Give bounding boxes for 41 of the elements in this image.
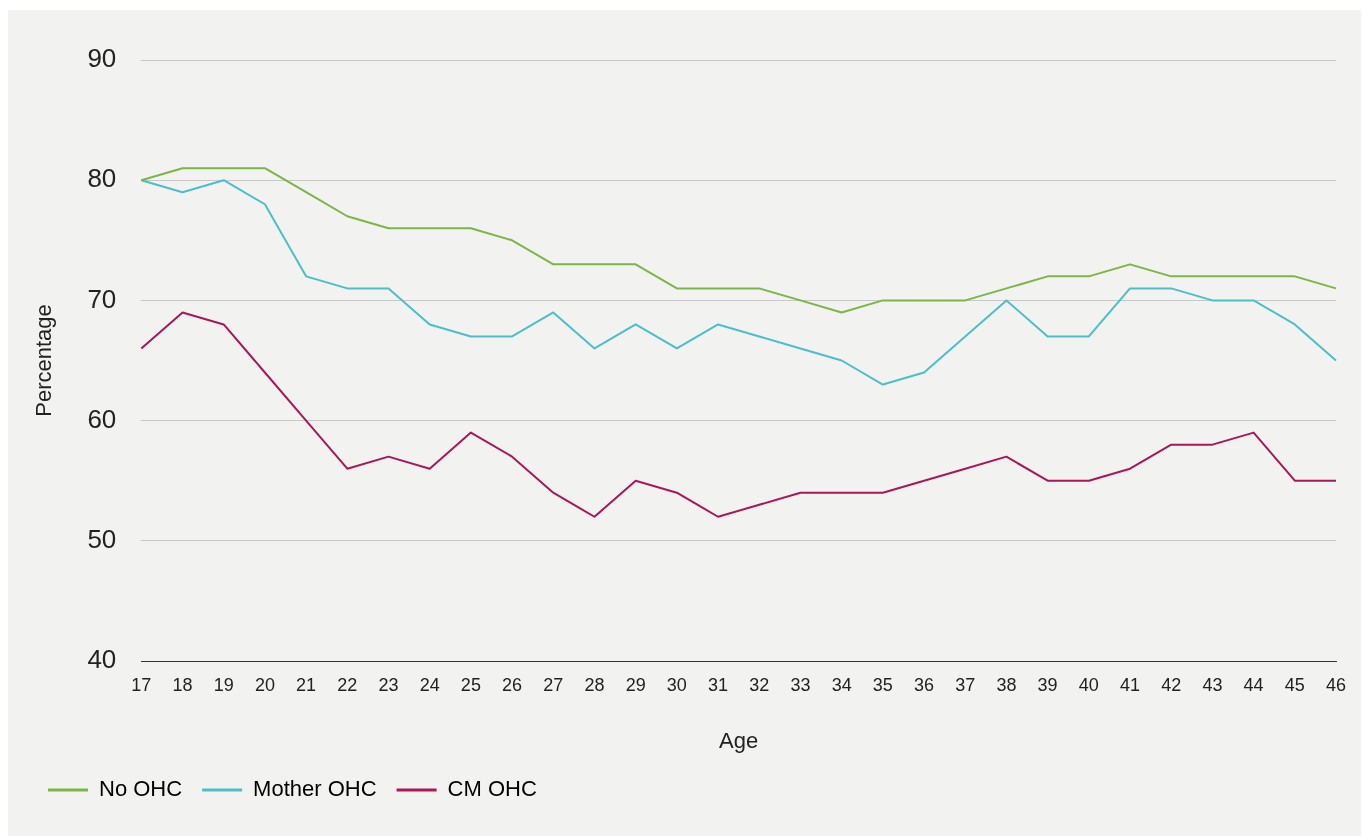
x-tick-label: 29 xyxy=(625,674,646,695)
legend-label: No OHC xyxy=(99,776,183,802)
x-tick-label: 43 xyxy=(1202,674,1223,695)
x-tick-label: 42 xyxy=(1161,674,1182,695)
x-tick-label: 33 xyxy=(790,674,811,695)
x-tick-label: 27 xyxy=(543,674,564,695)
y-tick-label: 40 xyxy=(87,644,117,675)
x-tick-label: 39 xyxy=(1037,674,1058,695)
x-tick-label: 32 xyxy=(749,674,770,695)
x-tick-label: 19 xyxy=(213,674,234,695)
legend-label: Mother OHC xyxy=(253,776,377,802)
x-tick-label: 40 xyxy=(1078,674,1099,695)
x-axis-title: Age xyxy=(719,727,759,753)
x-tick-label: 21 xyxy=(296,674,317,695)
x-tick-label: 28 xyxy=(584,674,605,695)
y-tick-label: 70 xyxy=(87,283,117,314)
x-tick-label: 34 xyxy=(831,674,852,695)
y-tick-label: 80 xyxy=(87,163,117,194)
x-tick-label: 18 xyxy=(172,674,193,695)
x-tick-label: 35 xyxy=(872,674,893,695)
x-tick-label: 38 xyxy=(996,674,1017,695)
y-tick-label: 90 xyxy=(87,43,117,74)
x-tick-label: 17 xyxy=(131,674,152,695)
x-tick-label: 36 xyxy=(914,674,935,695)
x-tick-label: 24 xyxy=(419,674,440,695)
legend-label: CM OHC xyxy=(447,776,537,802)
x-tick-label: 31 xyxy=(708,674,729,695)
x-tick-label: 44 xyxy=(1243,674,1264,695)
x-tick-label: 22 xyxy=(337,674,358,695)
x-tick-label: 26 xyxy=(502,674,523,695)
y-tick-label: 60 xyxy=(87,403,117,434)
x-tick-label: 46 xyxy=(1325,674,1347,695)
x-tick-label: 30 xyxy=(666,674,687,695)
x-tick-label: 45 xyxy=(1284,674,1305,695)
x-tick-label: 25 xyxy=(460,674,481,695)
y-axis-title: Percentage xyxy=(31,304,57,417)
y-tick-label: 50 xyxy=(87,523,117,554)
x-tick-label: 20 xyxy=(254,674,275,695)
x-tick-label: 37 xyxy=(955,674,976,695)
x-tick-label: 41 xyxy=(1120,674,1141,695)
x-tick-label: 23 xyxy=(378,674,399,695)
